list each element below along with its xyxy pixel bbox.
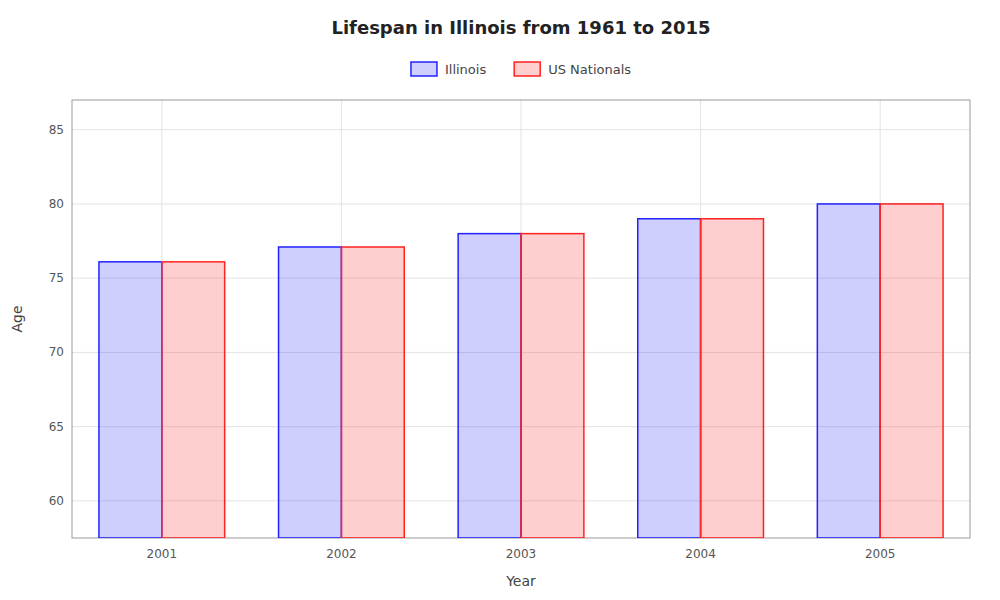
bar (458, 234, 521, 538)
bars (99, 204, 943, 538)
y-tick-label: 85 (49, 123, 64, 137)
title: Lifespan in Illinois from 1961 to 2015 (331, 17, 710, 38)
bar (701, 219, 764, 538)
legend-swatch (411, 62, 437, 76)
y-axis-label: Age (9, 305, 25, 332)
x-tick-label: 2004 (685, 547, 716, 561)
legend: Illinois US Nationals (411, 62, 631, 77)
bar (279, 247, 342, 538)
bar (521, 234, 584, 538)
legend-item: US Nationals (514, 62, 631, 77)
x-tick-label: 2003 (506, 547, 537, 561)
chart: Lifespan in Illinois from 1961 to 2015 60… (0, 0, 1000, 600)
legend-label: US Nationals (548, 62, 631, 77)
y-tick-label: 80 (49, 197, 64, 211)
background (0, 0, 1000, 600)
bar (341, 247, 404, 538)
x-tick-label: 2001 (147, 547, 178, 561)
bar (162, 262, 225, 538)
bar (817, 204, 880, 538)
bar (638, 219, 701, 538)
y-tick-label: 65 (49, 420, 64, 434)
x-axis-label: Year (505, 573, 536, 589)
grid (72, 100, 970, 538)
y-tick-label: 60 (49, 494, 64, 508)
plot-frame (72, 100, 970, 538)
bar (99, 262, 162, 538)
x-tick-label: 2002 (326, 547, 357, 561)
x-tick-label: 2005 (865, 547, 896, 561)
legend-swatch (514, 62, 540, 76)
bar (880, 204, 943, 538)
y-tick-label: 70 (49, 345, 64, 359)
legend-label: Illinois (445, 62, 486, 77)
legend-item: Illinois (411, 62, 486, 77)
y-tick-label: 75 (49, 271, 64, 285)
